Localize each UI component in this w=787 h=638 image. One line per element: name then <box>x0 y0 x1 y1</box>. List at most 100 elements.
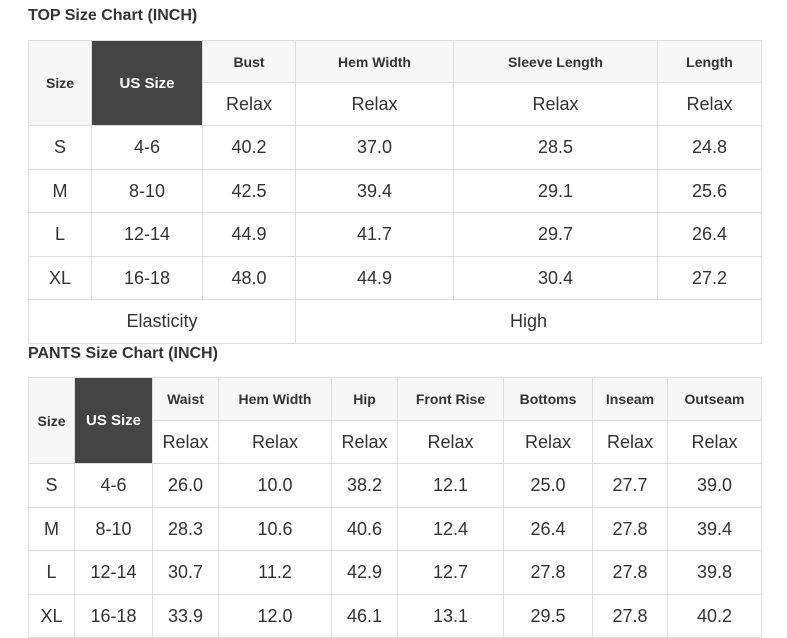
value-cell: 27.7 <box>592 463 668 508</box>
value-cell: 29.7 <box>453 212 658 257</box>
column-header: Sleeve Length <box>453 40 658 83</box>
us-size-cell: 12-14 <box>91 212 203 257</box>
column-header: Outseam <box>667 377 762 421</box>
table-row: S 4-6 26.0 10.0 38.2 12.1 25.0 27.7 39.0 <box>28 463 762 508</box>
header-row: Size US Size Bust Hem Width Sleeve Length Len… <box>28 40 762 126</box>
value-cell: 12.1 <box>397 463 504 508</box>
size-cell: S <box>28 463 75 508</box>
pants-size-chart-title: PANTS Size Chart (INCH) <box>28 345 218 362</box>
table-row: M 8-10 28.3 10.6 40.6 12.4 26.4 27.8 39.4 <box>28 507 762 551</box>
elasticity-row: Elasticity High <box>28 299 762 344</box>
fit-cell: Relax <box>295 82 454 126</box>
us-size-cell: 8-10 <box>91 169 203 213</box>
fit-cell: Relax <box>503 420 593 464</box>
value-cell: 39.8 <box>667 550 762 595</box>
value-cell: 29.1 <box>453 169 658 213</box>
value-cell: 48.0 <box>202 256 296 300</box>
table-row: XL 16-18 48.0 44.9 30.4 27.2 <box>28 256 762 300</box>
us-size-cell: 4-6 <box>74 463 153 508</box>
value-cell: 39.0 <box>667 463 762 508</box>
fit-cell: Relax <box>667 420 762 464</box>
us-size-cell: 16-18 <box>91 256 203 300</box>
value-cell: 39.4 <box>667 507 762 551</box>
fit-cell: Relax <box>202 82 296 126</box>
us-size-cell: 12-14 <box>74 550 153 595</box>
column-header: Bottoms <box>503 377 593 421</box>
table-row: S 4-6 40.2 37.0 28.5 24.8 <box>28 125 762 170</box>
value-cell: 27.8 <box>592 550 668 595</box>
value-cell: 38.2 <box>331 463 398 508</box>
value-cell: 30.4 <box>453 256 658 300</box>
value-cell: 27.8 <box>503 550 593 595</box>
value-cell: 25.0 <box>503 463 593 508</box>
size-cell: M <box>28 507 75 551</box>
value-cell: 26.4 <box>503 507 593 551</box>
value-cell: 40.6 <box>331 507 398 551</box>
fit-cell: Relax <box>592 420 668 464</box>
value-cell: 39.4 <box>295 169 454 213</box>
value-cell: 29.5 <box>503 594 593 638</box>
us-size-cell: 8-10 <box>74 507 153 551</box>
value-cell: 12.0 <box>218 594 332 638</box>
value-cell: 24.8 <box>657 125 762 170</box>
fit-cell: Relax <box>453 82 658 126</box>
value-cell: 42.5 <box>202 169 296 213</box>
value-cell: 27.2 <box>657 256 762 300</box>
top-size-chart-title: TOP Size Chart (INCH) <box>28 7 198 24</box>
value-cell: 40.2 <box>202 125 296 170</box>
value-cell: 26.4 <box>657 212 762 257</box>
header-row: Size US Size Waist Hem Width Hip Front Rise Bo… <box>28 377 762 464</box>
value-cell: 40.2 <box>667 594 762 638</box>
value-cell: 37.0 <box>295 125 454 170</box>
value-cell: 10.0 <box>218 463 332 508</box>
column-header: Length <box>657 40 762 83</box>
size-cell: XL <box>28 594 75 638</box>
fit-row: Relax Relax Relax Relax Relax Relax Relax <box>29 420 762 464</box>
value-cell: 42.9 <box>331 550 398 595</box>
value-cell: 33.9 <box>152 594 219 638</box>
value-cell: 27.8 <box>592 507 668 551</box>
fit-row: Relax Relax Relax Relax <box>29 82 762 126</box>
top-size-table: Size US Size Bust Hem Width Sleeve Length Len… <box>28 40 762 344</box>
value-cell: 41.7 <box>295 212 454 257</box>
elasticity-label: Elasticity <box>28 299 296 344</box>
fit-cell: Relax <box>218 420 332 464</box>
value-cell: 13.1 <box>397 594 504 638</box>
column-header: Hem Width <box>218 377 332 421</box>
table-row: L 12-14 30.7 11.2 42.9 12.7 27.8 27.8 39.8 <box>28 550 762 595</box>
value-cell: 10.6 <box>218 507 332 551</box>
value-cell: 12.4 <box>397 507 504 551</box>
column-header: Front Rise <box>397 377 504 421</box>
size-cell: L <box>28 550 75 595</box>
fit-cell: Relax <box>152 420 219 464</box>
us-size-cell: 16-18 <box>74 594 153 638</box>
table-row: XL 16-18 33.9 12.0 46.1 13.1 29.5 27.8 40.2 <box>28 594 762 638</box>
column-header: Hem Width <box>295 40 454 83</box>
value-cell: 25.6 <box>657 169 762 213</box>
column-header: Inseam <box>592 377 668 421</box>
value-cell: 44.9 <box>202 212 296 257</box>
size-header: Size <box>28 377 75 464</box>
fit-cell: Relax <box>331 420 398 464</box>
column-header: Waist <box>152 377 219 421</box>
value-cell: 28.3 <box>152 507 219 551</box>
fit-cell: Relax <box>657 82 762 126</box>
size-cell: M <box>28 169 92 213</box>
us-size-cell: 4-6 <box>91 125 203 170</box>
value-cell: 11.2 <box>218 550 332 595</box>
us-size-header: US Size <box>91 40 203 126</box>
value-cell: 44.9 <box>295 256 454 300</box>
value-cell: 26.0 <box>152 463 219 508</box>
pants-size-table: Size US Size Waist Hem Width Hip Front Rise Bo… <box>28 377 762 638</box>
size-cell: S <box>28 125 92 170</box>
size-header: Size <box>28 40 92 126</box>
fit-cell: Relax <box>397 420 504 464</box>
value-cell: 30.7 <box>152 550 219 595</box>
value-cell: 12.7 <box>397 550 504 595</box>
size-cell: XL <box>28 256 92 300</box>
value-cell: 27.8 <box>592 594 668 638</box>
size-cell: L <box>28 212 92 257</box>
us-size-header: US Size <box>74 377 153 464</box>
table-row: L 12-14 44.9 41.7 29.7 26.4 <box>28 212 762 257</box>
value-cell: 28.5 <box>453 125 658 170</box>
